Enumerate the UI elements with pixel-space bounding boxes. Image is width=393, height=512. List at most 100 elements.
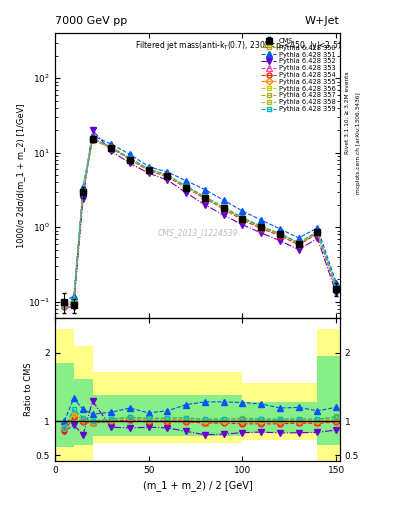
- Pythia 6.428 359: [165, 172, 170, 178]
- Pythia 6.428 357: [184, 184, 189, 190]
- Pythia 6.428 356: [109, 144, 114, 151]
- Pythia 6.428 356: [128, 156, 132, 162]
- Pythia 6.428 354: [184, 185, 189, 191]
- Pythia 6.428 352: [259, 230, 264, 236]
- Pythia 6.428 356: [72, 298, 76, 305]
- Line: Pythia 6.428 354: Pythia 6.428 354: [62, 137, 339, 309]
- Pythia 6.428 353: [146, 167, 151, 173]
- Pythia 6.428 351: [334, 280, 338, 286]
- Pythia 6.428 358: [296, 240, 301, 246]
- Pythia 6.428 355: [315, 229, 320, 236]
- Pythia 6.428 350: [240, 215, 245, 221]
- Pythia 6.428 350: [128, 155, 132, 161]
- Pythia 6.428 359: [62, 302, 67, 308]
- Pythia 6.428 351: [277, 226, 282, 232]
- Y-axis label: 1000/σ 2dσ/d(m_1 + m_2) [1/GeV]: 1000/σ 2dσ/d(m_1 + m_2) [1/GeV]: [16, 103, 25, 248]
- Bar: [92, 372, 167, 443]
- Pythia 6.428 351: [240, 208, 245, 214]
- Pythia 6.428 355: [259, 224, 264, 230]
- Pythia 6.428 350: [259, 223, 264, 229]
- Pythia 6.428 359: [72, 297, 76, 303]
- Pythia 6.428 353: [81, 188, 86, 194]
- Pythia 6.428 359: [203, 194, 208, 200]
- Line: Pythia 6.428 359: Pythia 6.428 359: [62, 136, 339, 308]
- Pythia 6.428 354: [72, 301, 76, 307]
- Pythia 6.428 358: [184, 184, 189, 190]
- Pythia 6.428 352: [72, 304, 76, 310]
- Pythia 6.428 358: [315, 229, 320, 236]
- Pythia 6.428 351: [165, 169, 170, 175]
- Pythia 6.428 353: [62, 302, 67, 308]
- Pythia 6.428 358: [90, 136, 95, 142]
- Pythia 6.428 359: [259, 223, 264, 229]
- Pythia 6.428 350: [109, 144, 114, 151]
- Pythia 6.428 354: [81, 189, 86, 195]
- Bar: [55, 363, 74, 447]
- Pythia 6.428 357: [146, 166, 151, 173]
- Pythia 6.428 352: [81, 196, 86, 202]
- Line: Pythia 6.428 350: Pythia 6.428 350: [62, 136, 339, 308]
- Pythia 6.428 353: [315, 230, 320, 236]
- Pythia 6.428 352: [90, 127, 95, 133]
- Bar: [167, 395, 242, 436]
- Pythia 6.428 358: [109, 144, 114, 151]
- Pythia 6.428 359: [128, 155, 132, 161]
- Bar: [74, 346, 92, 461]
- Pythia 6.428 350: [296, 240, 301, 246]
- Pythia 6.428 356: [62, 302, 67, 308]
- Pythia 6.428 352: [240, 222, 245, 228]
- Pythia 6.428 352: [128, 160, 132, 166]
- Pythia 6.428 354: [128, 157, 132, 163]
- Line: Pythia 6.428 356: Pythia 6.428 356: [62, 136, 339, 308]
- Pythia 6.428 351: [296, 235, 301, 241]
- Pythia 6.428 358: [81, 187, 86, 194]
- Pythia 6.428 357: [128, 156, 132, 162]
- Pythia 6.428 354: [315, 230, 320, 237]
- Pythia 6.428 359: [277, 230, 282, 237]
- Pythia 6.428 358: [259, 224, 264, 230]
- Pythia 6.428 351: [184, 178, 189, 184]
- Pythia 6.428 357: [315, 229, 320, 236]
- Pythia 6.428 353: [240, 216, 245, 222]
- Pythia 6.428 355: [128, 156, 132, 162]
- Pythia 6.428 352: [146, 170, 151, 176]
- Pythia 6.428 350: [90, 136, 95, 142]
- Pythia 6.428 357: [221, 205, 226, 211]
- Pythia 6.428 354: [109, 145, 114, 151]
- Line: Pythia 6.428 351: Pythia 6.428 351: [61, 133, 339, 305]
- Line: Pythia 6.428 358: Pythia 6.428 358: [62, 136, 339, 308]
- Pythia 6.428 355: [146, 167, 151, 173]
- Pythia 6.428 354: [334, 286, 338, 292]
- Pythia 6.428 350: [221, 204, 226, 210]
- Pythia 6.428 354: [296, 242, 301, 248]
- Pythia 6.428 356: [277, 231, 282, 237]
- Pythia 6.428 359: [240, 215, 245, 221]
- Text: Filtered jet mass(anti-k$_T$(0.7), 2300<p$_T$<450, |y|<2.5): Filtered jet mass(anti-k$_T$(0.7), 2300<…: [135, 39, 341, 52]
- Pythia 6.428 356: [203, 194, 208, 200]
- Pythia 6.428 351: [128, 151, 132, 157]
- Pythia 6.428 357: [259, 224, 264, 230]
- Pythia 6.428 351: [203, 186, 208, 193]
- Pythia 6.428 356: [259, 224, 264, 230]
- Pythia 6.428 359: [334, 284, 338, 290]
- Pythia 6.428 353: [296, 241, 301, 247]
- Pythia 6.428 355: [221, 205, 226, 211]
- Pythia 6.428 350: [165, 172, 170, 178]
- Pythia 6.428 356: [296, 240, 301, 246]
- Pythia 6.428 350: [277, 230, 282, 237]
- Pythia 6.428 350: [203, 194, 208, 200]
- Pythia 6.428 352: [277, 238, 282, 244]
- Pythia 6.428 354: [90, 137, 95, 143]
- Bar: [92, 395, 167, 436]
- Pythia 6.428 353: [165, 173, 170, 179]
- Pythia 6.428 356: [90, 136, 95, 142]
- Pythia 6.428 355: [72, 298, 76, 305]
- Pythia 6.428 350: [81, 187, 86, 194]
- Pythia 6.428 352: [334, 290, 338, 296]
- Pythia 6.428 353: [109, 145, 114, 151]
- Pythia 6.428 354: [240, 217, 245, 223]
- Pythia 6.428 355: [90, 136, 95, 142]
- Pythia 6.428 355: [277, 231, 282, 238]
- Pythia 6.428 350: [146, 166, 151, 173]
- Pythia 6.428 353: [277, 232, 282, 238]
